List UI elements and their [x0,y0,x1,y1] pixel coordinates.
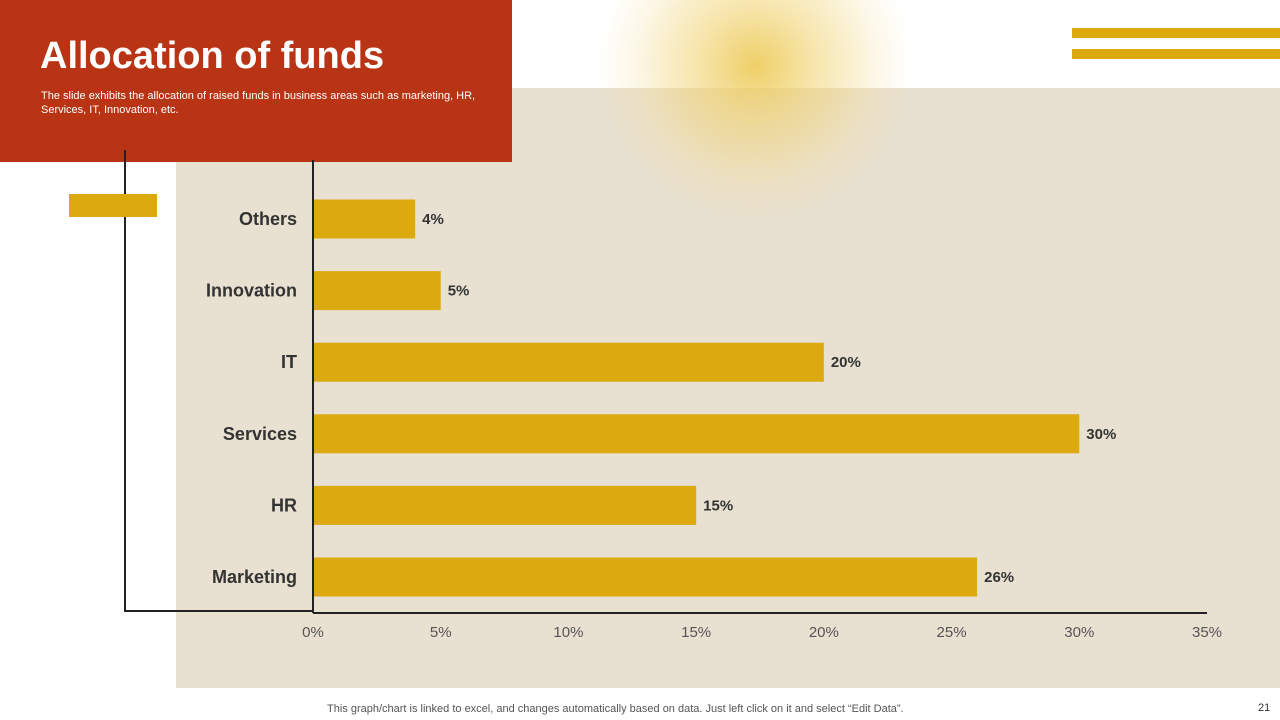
bar [313,557,978,597]
bar [313,199,416,239]
x-tick-label: 30% [1064,624,1094,641]
category-label: IT [281,352,297,372]
decorative-bracket-horizontal [124,610,313,612]
data-label: 20% [831,354,861,371]
x-tick-label: 20% [809,624,839,641]
decorative-accent-bar [69,194,157,217]
category-label: Marketing [212,567,297,587]
footer-note: This graph/chart is linked to excel, and… [327,703,904,715]
data-label: 30% [1086,426,1116,443]
x-tick-label: 25% [937,624,967,641]
data-label: 26% [984,569,1014,586]
bar [313,342,824,382]
category-label: Innovation [206,281,297,301]
x-tick-label: 10% [553,624,583,641]
data-label: 4% [422,211,444,228]
data-label: 5% [448,283,470,300]
data-label: 15% [703,497,733,514]
slide-subtitle: The slide exhibits the allocation of rai… [41,90,476,116]
bar [313,414,1080,454]
bar [313,271,441,311]
x-tick-label: 35% [1192,624,1222,641]
page-number: 21 [1258,702,1271,714]
slide-title: Allocation of funds [40,35,385,77]
category-label: Others [239,209,297,229]
decorative-line-bottom [1072,49,1280,59]
category-label: Services [223,424,297,444]
title-banner: Allocation of funds The slide exhibits t… [0,0,512,162]
decorative-bracket-vertical [124,150,126,612]
x-tick-label: 5% [430,624,452,641]
category-label: HR [271,495,297,515]
bar [313,485,697,525]
x-tick-label: 0% [302,624,324,641]
x-tick-label: 15% [681,624,711,641]
decorative-line-top [1072,28,1280,38]
